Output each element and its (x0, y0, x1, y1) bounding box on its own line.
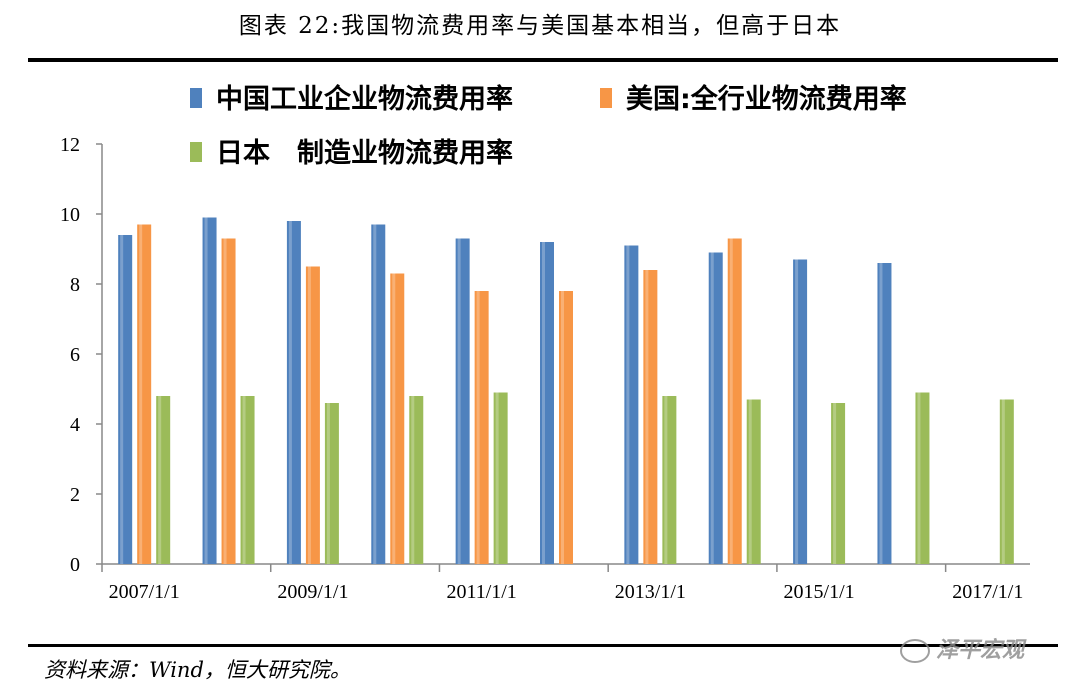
bar-1 (371, 224, 386, 564)
bar-highlight (392, 273, 396, 564)
legend-swatch (600, 88, 612, 108)
bar-highlight (373, 224, 377, 564)
bar-highlight (795, 259, 799, 564)
x-tick-label: 2011/1/1 (446, 581, 516, 603)
bar-highlight (326, 403, 330, 564)
bar-2 (643, 270, 658, 564)
y-tick-label: 0 (70, 554, 80, 576)
x-tick-label: 2013/1/1 (615, 581, 686, 603)
bar-1 (202, 217, 217, 564)
bar-1 (286, 221, 301, 564)
bar-1 (118, 235, 133, 564)
bar-1 (455, 238, 470, 564)
bar-highlight (645, 270, 649, 564)
y-tick-label: 12 (60, 134, 80, 156)
legend-label: 美国:全行业物流费用率 (626, 83, 907, 115)
bar-2 (474, 291, 489, 564)
bar-highlight (664, 396, 668, 564)
bar-highlight (1001, 399, 1005, 564)
bar-highlight (223, 238, 227, 564)
bar-highlight (120, 235, 124, 564)
wechat-icon (900, 639, 930, 663)
bar-highlight (204, 217, 208, 564)
bottom-rule (28, 644, 1058, 647)
bar-2 (559, 291, 573, 564)
bar-2 (390, 273, 405, 564)
bar-highlight (288, 221, 292, 564)
bar-2 (727, 238, 742, 564)
bar-3 (831, 403, 846, 564)
watermark: 泽平宏观 (900, 632, 1024, 664)
bar-highlight (917, 392, 921, 564)
bar-3 (662, 396, 677, 564)
bar-1 (624, 245, 639, 564)
bar-highlight (729, 238, 733, 564)
bar-3 (915, 392, 930, 564)
bar-highlight (307, 266, 311, 564)
bar-highlight (710, 252, 714, 564)
bar-3 (240, 396, 255, 564)
bar-1 (708, 252, 723, 564)
bar-3 (409, 396, 424, 564)
bar-highlight (158, 396, 162, 564)
bar-highlight (833, 403, 837, 564)
legend-swatch (190, 142, 202, 162)
bar-highlight (748, 399, 752, 564)
bar-highlight (476, 291, 480, 564)
x-tick-label: 2009/1/1 (277, 581, 348, 603)
figure-title: 图表 22:我国物流费用率与美国基本相当，但高于日本 (238, 13, 842, 39)
bar-3 (156, 396, 171, 564)
legend-label: 中国工业企业物流费用率 (216, 83, 513, 115)
bar-3 (999, 399, 1014, 564)
bar-1 (540, 242, 554, 564)
x-tick-label: 2015/1/1 (784, 581, 855, 603)
bar-2 (221, 238, 236, 564)
bar-2 (305, 266, 320, 564)
bar-3 (493, 392, 508, 564)
y-tick-label: 6 (70, 344, 80, 366)
bar-highlight (542, 242, 545, 564)
legend-swatch (190, 88, 202, 108)
bar-1 (877, 263, 892, 564)
bar-highlight (139, 224, 143, 564)
y-tick-label: 4 (70, 414, 80, 436)
y-tick-label: 2 (70, 484, 80, 506)
bar-highlight (879, 263, 883, 564)
watermark-text: 泽平宏观 (936, 638, 1025, 663)
bar-3 (324, 403, 339, 564)
source-note: 资料来源：Wind，恒大研究院。 (44, 658, 351, 682)
x-tick-label: 2007/1/1 (109, 581, 180, 603)
bar-highlight (626, 245, 630, 564)
top-rule (28, 58, 1058, 62)
bar-highlight (561, 291, 564, 564)
bar-chart: 0 2 4 6 8 10 12 2007/1/1 2009/1/1 2011/1/1 2013/1/… (60, 83, 1030, 603)
x-tick-label: 2017/1/1 (952, 581, 1023, 603)
bar-highlight (457, 238, 461, 564)
bar-2 (137, 224, 152, 564)
bar-highlight (495, 392, 499, 564)
bar-3 (746, 399, 761, 564)
bar-highlight (242, 396, 246, 564)
legend-label: 日本 制造业物流费用率 (216, 137, 513, 169)
bar-highlight (411, 396, 415, 564)
bar-1 (793, 259, 808, 564)
y-tick-label: 10 (60, 204, 80, 226)
y-tick-label: 8 (70, 274, 80, 296)
